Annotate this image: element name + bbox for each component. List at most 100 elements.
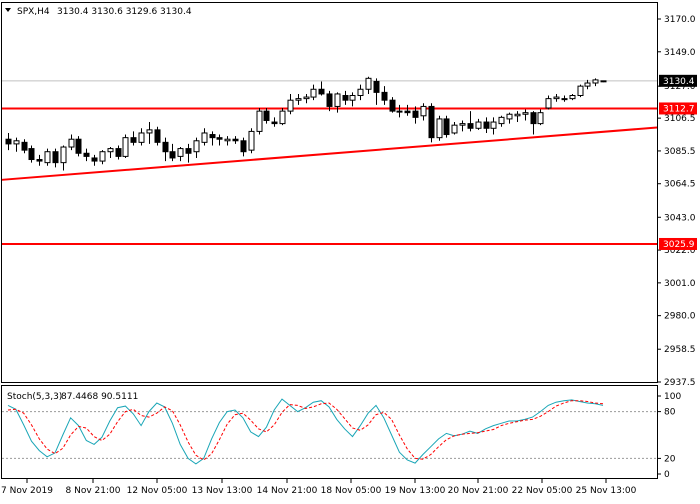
candles: [5, 76, 607, 171]
candle-body: [91, 157, 98, 162]
candle-body: [592, 79, 599, 84]
candle-body: [271, 121, 278, 125]
candle-body: [115, 148, 122, 157]
candle-body: [83, 152, 90, 157]
candle-body: [224, 138, 231, 142]
price-tick-label: 2958.5: [664, 345, 696, 355]
candle-body: [185, 148, 192, 154]
stochastic-panel: 100 80 20 0: [2, 392, 681, 480]
time-tick-label: 13 Nov 13:00: [192, 486, 253, 496]
candle-body: [475, 121, 482, 129]
candle-body: [201, 132, 208, 143]
candle-body: [569, 95, 576, 100]
candle-body: [553, 96, 560, 100]
price-tick-label: 3043.0: [664, 213, 696, 223]
candle-body: [75, 138, 82, 154]
level-label: 3112.7: [663, 104, 695, 114]
stoch-tick-label: 20: [664, 454, 676, 464]
candle-body: [459, 123, 466, 126]
time-tick-label: 20 Nov 21:00: [448, 486, 509, 496]
candle-body: [13, 140, 20, 145]
candle-body: [537, 112, 544, 125]
price-tick-label: 3022.0: [664, 246, 696, 256]
candle-body: [263, 110, 270, 121]
candle-body: [412, 110, 419, 118]
stoch-main-line: [7, 398, 604, 465]
candle-body: [216, 137, 223, 140]
candle-body: [357, 88, 364, 97]
candle-body: [326, 93, 333, 107]
candle-body: [420, 105, 427, 117]
time-tick-label: 22 Nov 05:00: [512, 486, 573, 496]
price-levels: 3112.7 3025.9 3130.4: [1, 74, 697, 250]
price-tick-label: 3085.5: [664, 147, 696, 157]
candle-body: [28, 148, 35, 161]
candle-body: [349, 95, 356, 101]
candle-body: [177, 148, 184, 157]
price-tick-label: 2937.5: [664, 378, 696, 388]
candle-body: [209, 134, 216, 139]
price-tick-label: 3064.5: [664, 180, 696, 190]
candle-body: [310, 88, 317, 98]
stoch-tick-label: 80: [664, 408, 676, 418]
current-price-label-bg: [659, 74, 697, 87]
dropdown-arrow-icon[interactable]: [5, 8, 11, 12]
price-tick-label: 3106.5: [664, 114, 696, 124]
candle-body: [240, 140, 247, 153]
candle-body: [146, 129, 153, 134]
stoch-tick-label: 100: [664, 392, 681, 402]
candle-body: [5, 138, 12, 145]
candle-body: [389, 99, 396, 112]
candle-body: [60, 146, 67, 164]
candle-body: [193, 140, 200, 153]
candle-body: [68, 138, 75, 148]
candle-body: [44, 151, 51, 164]
stoch-name-label: Stoch(5,3,3): [7, 392, 62, 402]
level-label-bg: [659, 237, 697, 250]
candle-body: [295, 98, 302, 101]
time-tick-label: 8 Nov 21:00: [66, 486, 121, 496]
candle-body: [52, 151, 59, 164]
candle-body: [318, 88, 325, 95]
candle-body: [256, 110, 263, 132]
ohlc-readout: 3130.4 3130.6 3129.6 3130.4: [57, 7, 192, 17]
candle-body: [577, 85, 584, 97]
candle-body: [490, 121, 497, 129]
time-axis: 7 Nov 2019 8 Nov 21:00 12 Nov 05:00 13 Nov …: [1, 479, 637, 496]
candle-body: [530, 112, 537, 125]
time-tick-label: 18 Nov 05:00: [321, 486, 382, 496]
candle-body: [561, 98, 568, 101]
candle-body: [381, 91, 388, 101]
candle-body: [342, 95, 349, 101]
time-tick-label: 14 Nov 21:00: [257, 486, 318, 496]
candle-body: [162, 141, 169, 153]
candle-body: [138, 132, 145, 143]
price-tick-label: 3127.0: [664, 82, 696, 92]
candle-body: [506, 113, 513, 120]
stoch-panel-frame: [1, 385, 658, 479]
candle-body: [169, 151, 176, 159]
candle-body: [436, 118, 443, 139]
level-label: 3025.9: [663, 240, 695, 250]
price-tick-label: 3001.0: [664, 279, 696, 289]
symbol-label: SPX,H4: [17, 7, 50, 17]
price-tick-label: 2980.0: [664, 312, 696, 322]
candle-body: [279, 110, 286, 125]
time-tick-label: 12 Nov 05:00: [127, 486, 188, 496]
candle-body: [451, 124, 458, 134]
candle-body: [545, 98, 552, 109]
time-tick-label: 25 Nov 13:00: [576, 486, 637, 496]
candle-body: [600, 80, 607, 83]
candle-body: [122, 137, 129, 157]
stoch-header: Stoch(5,3,3) 87.4468 90.5111: [7, 392, 138, 402]
time-tick-label: 7 Nov 2019: [1, 486, 53, 496]
stoch-values-readout: 87.4468 90.5111: [61, 392, 138, 402]
price-panel-frame: [1, 2, 658, 383]
candle-body: [232, 138, 239, 142]
candle-body: [483, 121, 490, 129]
candle-body: [334, 93, 341, 107]
price-axis: 3170.0 3149.0 3127.0 3106.5 3085.5 3064.5 3043…: [657, 15, 696, 388]
candle-body: [443, 118, 450, 136]
